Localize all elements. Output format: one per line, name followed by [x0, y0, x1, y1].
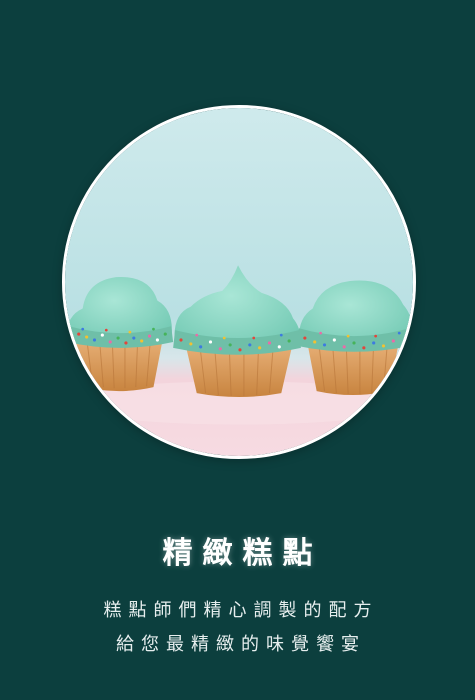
- cupcakes-illustration: [65, 108, 413, 456]
- description-line-1: 糕點師們精心調製的配方: [103, 600, 379, 621]
- cupcakes-photo: [62, 105, 416, 459]
- cupcake-middle: [173, 265, 301, 398]
- sprinkles: [77, 327, 405, 352]
- description-line-2: 給您最精緻的味覺饗宴: [116, 634, 366, 655]
- cupcake-left: [66, 276, 174, 392]
- page-title: 精緻糕點: [162, 536, 323, 571]
